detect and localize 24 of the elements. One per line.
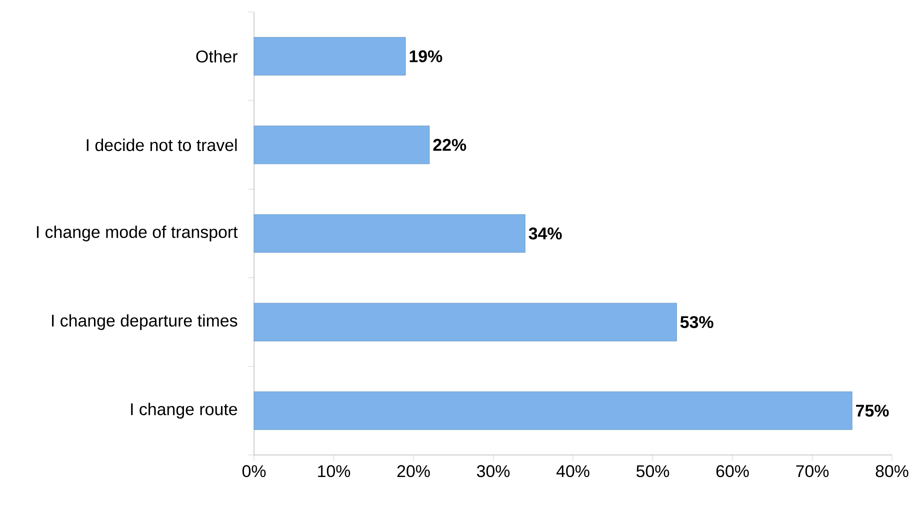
y-tick-label: I decide not to travel bbox=[86, 138, 237, 152]
bar bbox=[254, 214, 526, 253]
bar bbox=[254, 302, 677, 342]
y-tick-label: I change mode of transport bbox=[36, 226, 238, 242]
bar bbox=[254, 126, 430, 164]
data-label: 34% bbox=[528, 227, 562, 240]
y-tick-label: Other bbox=[196, 50, 238, 63]
data-label: 75% bbox=[856, 404, 889, 417]
x-tick-label: 70% bbox=[796, 465, 829, 478]
x-tick-label: 30% bbox=[476, 465, 510, 478]
x-tick-label: 80% bbox=[876, 465, 908, 478]
x-tick-label: 0% bbox=[242, 465, 266, 478]
bar bbox=[254, 37, 406, 76]
bar bbox=[254, 391, 852, 430]
x-tick-label: 50% bbox=[636, 465, 670, 478]
x-tick-label: 60% bbox=[716, 465, 749, 478]
data-label: 22% bbox=[433, 138, 466, 151]
y-tick-label: I change departure times bbox=[52, 314, 238, 330]
x-tick-label: 40% bbox=[556, 465, 590, 478]
data-label: 53% bbox=[680, 316, 714, 328]
y-tick-label: I change route bbox=[131, 402, 238, 419]
x-tick-label: 20% bbox=[397, 465, 430, 478]
x-tick-label: 10% bbox=[318, 465, 350, 478]
data-label: 19% bbox=[410, 50, 442, 62]
